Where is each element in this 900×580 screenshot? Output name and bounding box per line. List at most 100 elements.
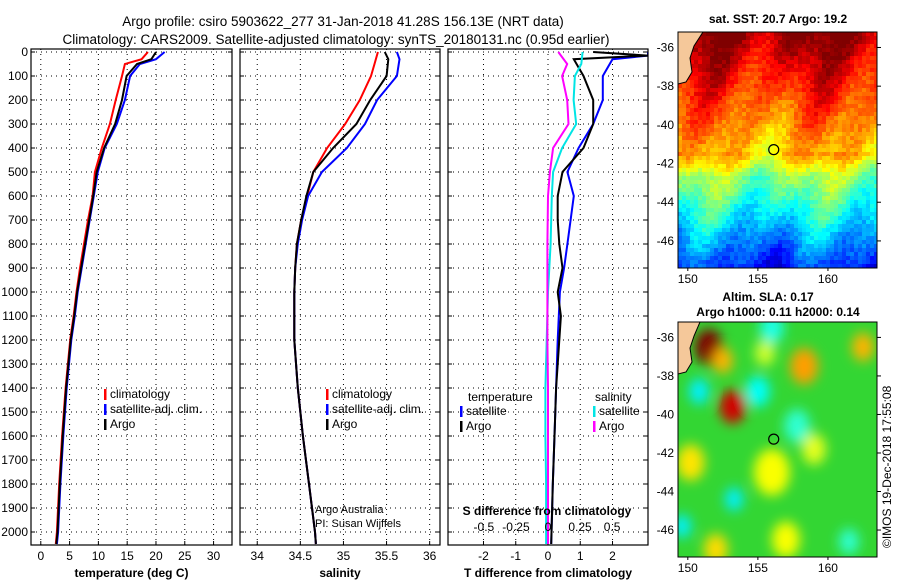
sst-cell (694, 220, 698, 224)
sst-cell (742, 104, 746, 108)
sst-cell (858, 204, 862, 208)
sst-cell (722, 156, 726, 160)
sst-cell (710, 248, 714, 252)
sst-cell (810, 52, 814, 56)
sst-cell (834, 180, 838, 184)
sst-cell (710, 148, 714, 152)
sst-cell (742, 224, 746, 228)
sst-cell (814, 220, 818, 224)
sst-cell (738, 140, 742, 144)
sst-cell (870, 240, 874, 244)
sst-cell (766, 76, 770, 80)
sst-cell (858, 132, 862, 136)
sst-cell (810, 60, 814, 64)
sst-cell (762, 92, 766, 96)
sst-cell (730, 212, 734, 216)
sst-cell (790, 228, 794, 232)
sst-cell (686, 228, 690, 232)
sst-cell (870, 212, 874, 216)
sst-cell (774, 228, 778, 232)
sst-cell (678, 92, 682, 96)
sst-cell (798, 220, 802, 224)
sst-cell (706, 184, 710, 188)
x-tick-label: 0 (545, 549, 552, 563)
sst-cell (738, 132, 742, 136)
sst-cell (806, 144, 810, 148)
sst-cell (750, 92, 754, 96)
sst-cell (874, 148, 877, 152)
sst-cell (762, 220, 766, 224)
sst-cell (798, 36, 802, 40)
sst-cell (850, 80, 854, 84)
sst-cell (850, 156, 854, 160)
sst-cell (850, 56, 854, 60)
sst-cell (694, 236, 698, 240)
sst-cell (830, 72, 834, 76)
x-axis-label: temperature (deg C) (74, 566, 188, 580)
sst-cell (702, 248, 706, 252)
sst-cell (770, 228, 774, 232)
sst-cell (862, 228, 866, 232)
sst-cell (786, 184, 790, 188)
sst-cell (854, 264, 858, 268)
sst-cell (766, 44, 770, 48)
sst-cell (850, 144, 854, 148)
sst-cell (694, 168, 698, 172)
sst-cell (874, 56, 877, 60)
sst-cell (814, 180, 818, 184)
sst-cell (858, 76, 862, 80)
sst-cell (714, 224, 718, 228)
sst-cell (678, 188, 682, 192)
sst-cell (746, 152, 750, 156)
sla-anomaly (712, 347, 733, 374)
sst-cell (798, 176, 802, 180)
sst-cell (746, 124, 750, 128)
sst-cell (810, 236, 814, 240)
sst-cell (714, 96, 718, 100)
sst-cell (842, 52, 846, 56)
sst-cell (818, 96, 822, 100)
sst-cell (706, 252, 710, 256)
sst-cell (870, 132, 874, 136)
sst-cell (774, 48, 778, 52)
sst-cell (866, 256, 870, 260)
sst-cell (762, 148, 766, 152)
sst-cell (810, 188, 814, 192)
sst-cell (814, 88, 818, 92)
sst-cell (850, 176, 854, 180)
sst-cell (766, 172, 770, 176)
sst-cell (862, 88, 866, 92)
sst-cell (730, 120, 734, 124)
sst-cell (698, 264, 702, 268)
sst-cell (842, 92, 846, 96)
sst-cell (694, 212, 698, 216)
sst-cell (702, 208, 706, 212)
depth-tick-label: 1600 (1, 429, 28, 443)
sst-cell (802, 124, 806, 128)
sst-cell (810, 40, 814, 44)
sst-cell (838, 184, 842, 188)
sst-cell (814, 100, 818, 104)
sst-cell (694, 264, 698, 268)
sst-cell (758, 248, 762, 252)
sst-cell (870, 220, 874, 224)
sst-cell (770, 184, 774, 188)
sst-cell (806, 92, 810, 96)
sst-cell (714, 228, 718, 232)
sst-cell (682, 96, 686, 100)
sst-cell (754, 72, 758, 76)
legend-item: Argo (466, 419, 492, 433)
sst-cell (714, 156, 718, 160)
sst-cell (790, 136, 794, 140)
sst-cell (690, 84, 694, 88)
sst-cell (830, 264, 834, 268)
sst-cell (690, 56, 694, 60)
sst-cell (818, 44, 822, 48)
sst-cell (862, 188, 866, 192)
sst-cell (734, 44, 738, 48)
sst-cell (858, 240, 862, 244)
sst-cell (822, 108, 826, 112)
sst-cell (814, 68, 818, 72)
sst-cell (786, 80, 790, 84)
sst-cell (846, 108, 850, 112)
